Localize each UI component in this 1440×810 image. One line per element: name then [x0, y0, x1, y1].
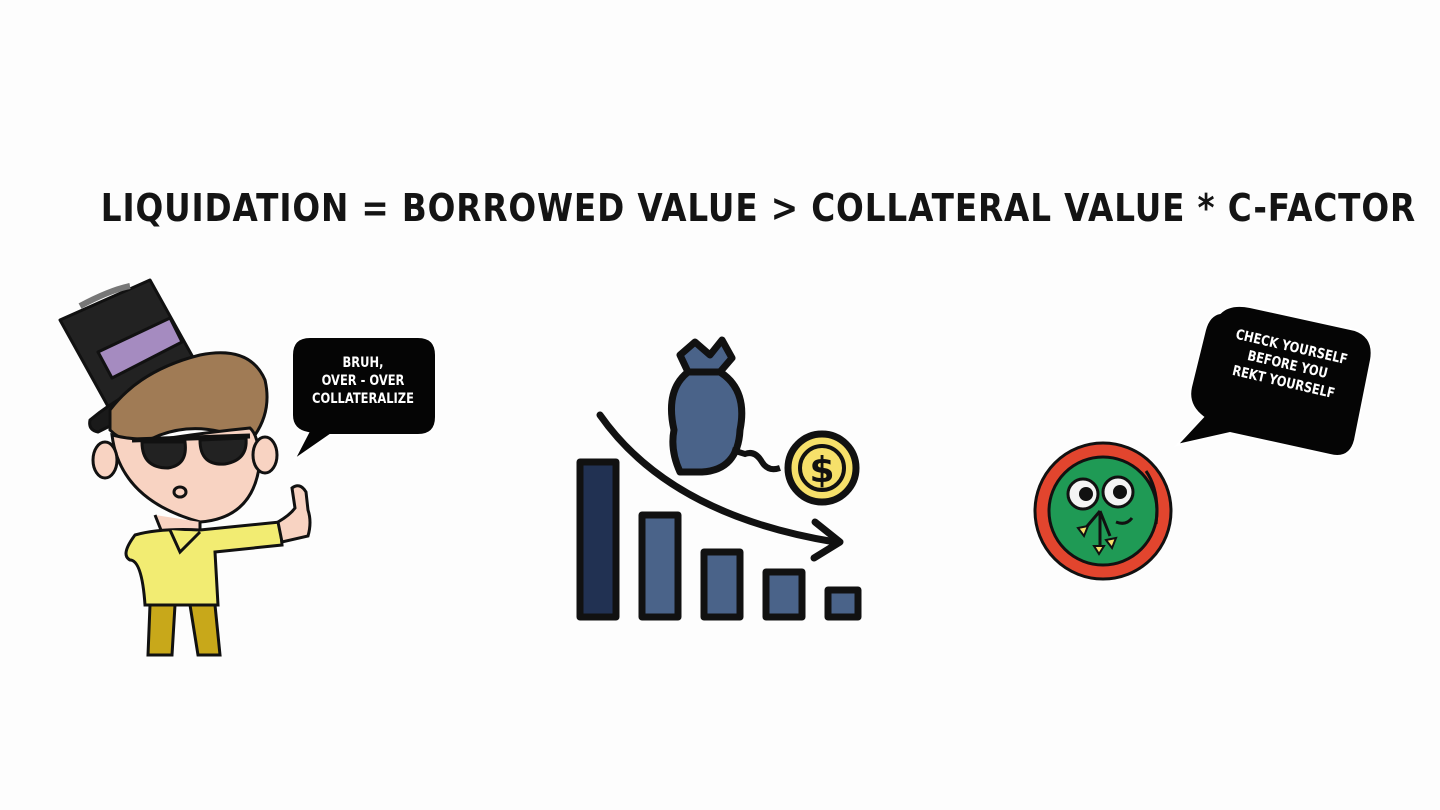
declining-chart-icon: $ — [576, 336, 862, 621]
headline-formula: LIQUIDATION = BORROWED VALUE > COLLATERA… — [100, 186, 1416, 230]
left-bubble-text: BRUH, OVER - OVER COLLATERALIZE — [304, 354, 422, 408]
left-bubble-line: BRUH, — [342, 355, 384, 371]
left-speech-bubble — [291, 336, 437, 461]
frog-badge-icon — [1033, 441, 1173, 581]
left-bubble-line: OVER - OVER — [321, 373, 405, 389]
top-hat-character-icon — [58, 278, 312, 657]
svg-text:$: $ — [809, 450, 834, 491]
left-bubble-line: COLLATERALIZE — [312, 391, 414, 407]
right-speech-bubble — [1174, 304, 1373, 457]
